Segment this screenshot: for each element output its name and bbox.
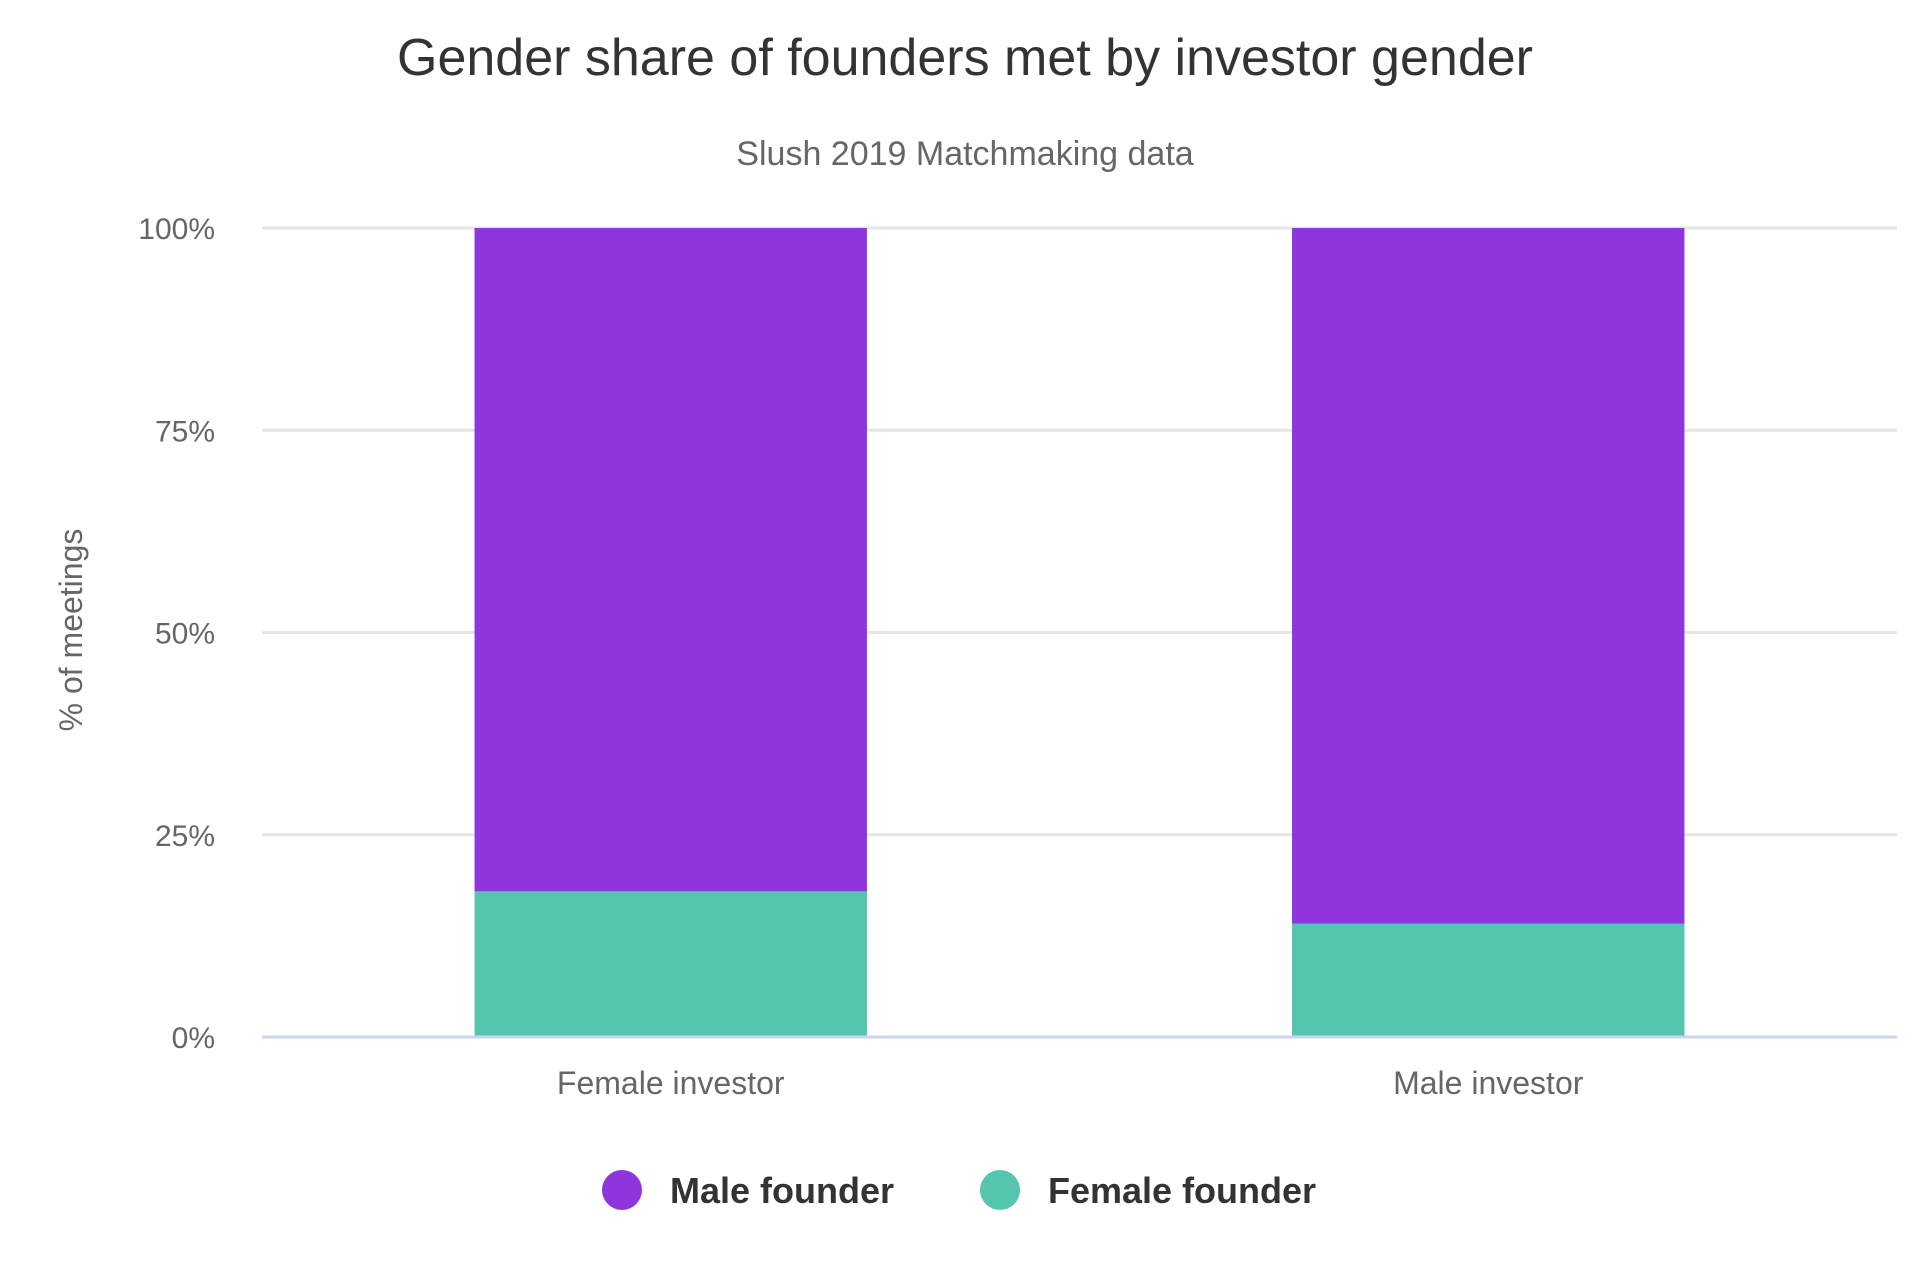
y-axis-title: % of meetings: [53, 529, 89, 732]
y-tick-label: 75%: [155, 415, 215, 448]
bar-female-founder[interactable]: [474, 891, 867, 1037]
chart-subtitle: Slush 2019 Matchmaking data: [736, 135, 1193, 173]
legend-swatch: [980, 1170, 1020, 1210]
bars: [474, 228, 1685, 1037]
y-tick-label: 100%: [138, 213, 215, 246]
x-axis-categories: Female investor Male investor: [557, 1065, 1584, 1101]
legend-swatch: [602, 1170, 642, 1210]
bar-male-founder[interactable]: [1292, 228, 1685, 924]
y-tick-label: 0%: [172, 1022, 215, 1055]
legend-item-male-founder[interactable]: Male founder: [602, 1170, 894, 1211]
y-tick-label: 50%: [155, 618, 215, 651]
x-category-label: Female investor: [557, 1065, 785, 1101]
y-axis-ticks: 0% 25% 50% 75% 100%: [138, 213, 215, 1055]
legend-label: Female founder: [1048, 1170, 1316, 1211]
legend-item-female-founder[interactable]: Female founder: [980, 1170, 1316, 1211]
legend[interactable]: Male founder Female founder: [602, 1170, 1316, 1211]
bar-female-founder[interactable]: [1292, 923, 1685, 1037]
y-tick-label: 25%: [155, 820, 215, 853]
x-category-label: Male investor: [1393, 1065, 1584, 1101]
legend-label: Male founder: [670, 1170, 894, 1211]
bar-male-founder[interactable]: [474, 228, 867, 892]
chart-title: Gender share of founders met by investor…: [397, 29, 1533, 87]
